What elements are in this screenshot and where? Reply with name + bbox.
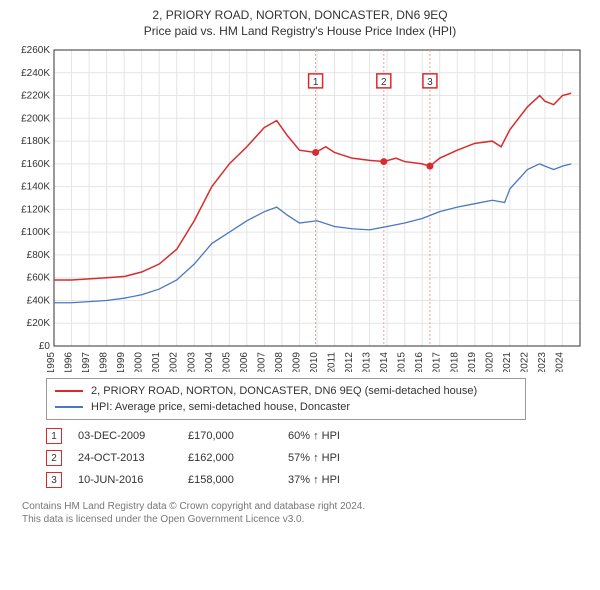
svg-text:1998: 1998 xyxy=(99,352,110,372)
legend-row: 2, PRIORY ROAD, NORTON, DONCASTER, DN6 9… xyxy=(55,383,517,399)
footer-attribution: Contains HM Land Registry data © Crown c… xyxy=(22,500,590,526)
svg-text:2016: 2016 xyxy=(414,352,425,372)
marker-date: 03-DEC-2009 xyxy=(78,430,188,442)
svg-text:£180K: £180K xyxy=(21,136,50,147)
svg-text:2019: 2019 xyxy=(467,352,478,372)
svg-text:£240K: £240K xyxy=(21,68,50,79)
svg-text:2023: 2023 xyxy=(537,352,548,372)
marker-badge: 2 xyxy=(46,450,62,466)
legend-swatch-property xyxy=(55,390,83,392)
footer-line1: Contains HM Land Registry data © Crown c… xyxy=(22,500,590,513)
marker-list: 1 03-DEC-2009 £170,000 60% ↑ HPI 2 24-OC… xyxy=(46,426,590,490)
svg-text:1996: 1996 xyxy=(64,352,75,372)
svg-text:2: 2 xyxy=(381,77,387,88)
svg-text:£40K: £40K xyxy=(27,295,51,306)
svg-text:2009: 2009 xyxy=(291,352,302,372)
footer-line2: This data is licensed under the Open Gov… xyxy=(22,513,590,526)
price-chart: £0 £20K £40K £60K £80K £100K £120K £140K £160K £1… xyxy=(10,42,590,372)
marker-delta: 57% ↑ HPI xyxy=(288,452,340,464)
svg-text:2011: 2011 xyxy=(327,352,338,372)
svg-text:2003: 2003 xyxy=(186,352,197,372)
marker-row: 2 24-OCT-2013 £162,000 57% ↑ HPI xyxy=(46,448,590,468)
svg-text:3: 3 xyxy=(427,77,433,88)
marker-delta: 37% ↑ HPI xyxy=(288,474,340,486)
svg-text:1: 1 xyxy=(313,77,319,88)
svg-text:2002: 2002 xyxy=(169,352,180,372)
marker-date: 24-OCT-2013 xyxy=(78,452,188,464)
svg-text:£140K: £140K xyxy=(21,182,50,193)
svg-text:1997: 1997 xyxy=(81,352,92,372)
svg-text:2010: 2010 xyxy=(309,352,320,372)
svg-text:£120K: £120K xyxy=(21,204,50,215)
svg-text:£220K: £220K xyxy=(21,91,50,102)
svg-text:2015: 2015 xyxy=(397,352,408,372)
marker-price: £162,000 xyxy=(188,452,288,464)
svg-text:2022: 2022 xyxy=(519,352,530,372)
svg-text:2024: 2024 xyxy=(554,352,565,372)
chart-title-block: 2, PRIORY ROAD, NORTON, DONCASTER, DN6 9… xyxy=(10,8,590,38)
svg-text:£260K: £260K xyxy=(21,45,50,56)
legend-label: 2, PRIORY ROAD, NORTON, DONCASTER, DN6 9… xyxy=(91,385,477,397)
marker-price: £158,000 xyxy=(188,474,288,486)
legend-swatch-hpi xyxy=(55,406,83,408)
svg-text:2020: 2020 xyxy=(484,352,495,372)
svg-text:2013: 2013 xyxy=(362,352,373,372)
svg-text:2000: 2000 xyxy=(134,352,145,372)
svg-text:2004: 2004 xyxy=(204,352,215,372)
svg-text:1999: 1999 xyxy=(116,352,127,372)
svg-text:£100K: £100K xyxy=(21,227,50,238)
marker-price: £170,000 xyxy=(188,430,288,442)
marker-date: 10-JUN-2016 xyxy=(78,474,188,486)
svg-text:2012: 2012 xyxy=(344,352,355,372)
marker-delta: 60% ↑ HPI xyxy=(288,430,340,442)
svg-text:£80K: £80K xyxy=(27,250,51,261)
marker-badge: 3 xyxy=(46,472,62,488)
chart-container: £0 £20K £40K £60K £80K £100K £120K £140K £160K £1… xyxy=(10,42,590,372)
svg-text:2007: 2007 xyxy=(256,352,267,372)
svg-text:2017: 2017 xyxy=(432,352,443,372)
svg-text:2008: 2008 xyxy=(274,352,285,372)
marker-row: 3 10-JUN-2016 £158,000 37% ↑ HPI xyxy=(46,470,590,490)
svg-text:£0: £0 xyxy=(39,341,51,352)
title-line1: 2, PRIORY ROAD, NORTON, DONCASTER, DN6 9… xyxy=(10,8,590,22)
svg-text:2005: 2005 xyxy=(221,352,232,372)
legend-label: HPI: Average price, semi-detached house,… xyxy=(91,401,350,413)
svg-text:£160K: £160K xyxy=(21,159,50,170)
svg-text:1995: 1995 xyxy=(46,352,57,372)
marker-row: 1 03-DEC-2009 £170,000 60% ↑ HPI xyxy=(46,426,590,446)
marker-badge: 1 xyxy=(46,428,62,444)
legend-row: HPI: Average price, semi-detached house,… xyxy=(55,399,517,415)
svg-text:£20K: £20K xyxy=(27,318,51,329)
legend-box: 2, PRIORY ROAD, NORTON, DONCASTER, DN6 9… xyxy=(46,378,526,420)
svg-text:2001: 2001 xyxy=(151,352,162,372)
svg-text:2018: 2018 xyxy=(449,352,460,372)
svg-text:2014: 2014 xyxy=(379,352,390,372)
svg-text:2006: 2006 xyxy=(239,352,250,372)
svg-text:£200K: £200K xyxy=(21,113,50,124)
title-line2: Price paid vs. HM Land Registry's House … xyxy=(10,24,590,38)
svg-text:2021: 2021 xyxy=(502,352,513,372)
svg-text:£60K: £60K xyxy=(27,273,51,284)
